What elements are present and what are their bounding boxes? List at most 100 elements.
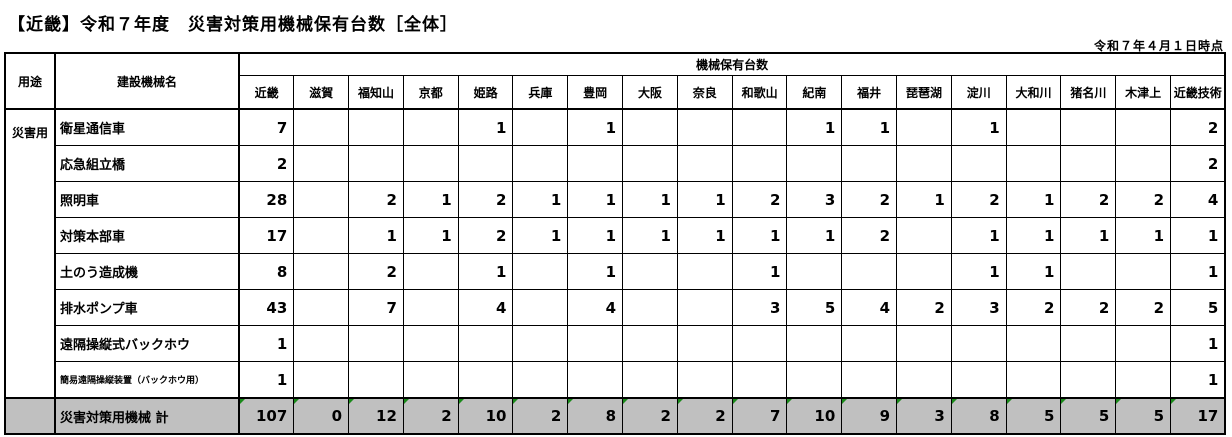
count-cell: 1	[731, 253, 788, 290]
count-cell: 2	[1060, 181, 1117, 218]
header-office: 近畿技術	[1170, 75, 1226, 110]
count-cell	[567, 145, 624, 182]
header-office: 大和川	[1005, 75, 1062, 110]
count-cell: 1	[786, 217, 843, 254]
count-cell: 3	[786, 181, 843, 218]
count-cell: 2	[457, 217, 514, 254]
table-row: 排水ポンプ車 43 7 4 4 3 5 4 2 3 2 2 2 5	[5, 289, 1226, 326]
count-cell	[1060, 253, 1117, 290]
total-cell: 2	[622, 397, 678, 435]
count-cell: 1	[622, 217, 678, 254]
count-cell: 1	[348, 217, 404, 254]
table-row: 災害用 衛星通信車 7 1 1 1 1 1 2	[4, 108, 1226, 399]
table-row: 対策本部車 17 1 1 2 1 1 1 1 1 1 2 1 1 1 1 1	[5, 217, 1226, 254]
count-cell: 3	[731, 289, 788, 326]
table-row: 土のう造成機 8 2 1 1 1 1 1 1	[5, 253, 1226, 290]
count-cell: 7	[238, 108, 295, 146]
header-office: 紀南	[786, 75, 843, 110]
header-office: 豊岡	[567, 75, 624, 110]
total-cell: 17	[1170, 397, 1226, 435]
count-cell	[731, 325, 788, 362]
total-cell: 2	[676, 397, 733, 435]
count-cell: 2	[950, 181, 1007, 218]
count-cell: 1	[950, 253, 1007, 290]
count-cell	[402, 325, 459, 362]
total-label: 災害対策用機械 計	[54, 397, 240, 435]
count-cell: 1	[950, 108, 1007, 146]
header-office: 近畿	[238, 75, 295, 110]
count-cell	[293, 217, 350, 254]
count-cell: 1	[676, 217, 733, 254]
count-cell: 2	[238, 145, 295, 182]
count-cell: 2	[1170, 145, 1226, 182]
count-cell	[293, 181, 350, 218]
count-cell	[512, 361, 569, 399]
count-cell: 1	[1060, 217, 1117, 254]
header-office: 和歌山	[731, 75, 788, 110]
count-cell	[841, 361, 898, 399]
count-cell	[786, 361, 843, 399]
count-cell	[786, 145, 843, 182]
header-office: 兵庫	[512, 75, 569, 110]
machine-name: 照明車	[54, 181, 240, 218]
count-cell: 1	[841, 108, 898, 146]
total-cell: 2	[512, 397, 569, 435]
count-cell: 1	[1170, 217, 1226, 254]
count-cell: 2	[1115, 181, 1172, 218]
page-title: 【近畿】令和７年度 災害対策用機械保有台数［全体］	[8, 15, 458, 35]
count-cell	[293, 289, 350, 326]
count-cell	[1060, 145, 1117, 182]
count-cell	[512, 325, 569, 362]
machine-name: 対策本部車	[54, 217, 240, 254]
total-use-blank	[4, 397, 56, 435]
total-row: 災害対策用機械 計 107 0 12 2 10 2 8 2 2 7 10 9 3 8 5 5 5 17	[4, 397, 1226, 435]
count-cell	[786, 253, 843, 290]
count-cell	[786, 325, 843, 362]
count-cell	[1115, 325, 1172, 362]
count-cell: 2	[348, 253, 404, 290]
count-cell	[293, 145, 350, 182]
total-cell: 2	[402, 397, 459, 435]
count-cell: 1	[402, 217, 459, 254]
count-cell	[402, 108, 459, 146]
count-cell: 1	[1005, 181, 1062, 218]
count-cell: 2	[457, 181, 514, 218]
count-cell: 1	[567, 181, 624, 218]
total-cell: 9	[841, 397, 898, 435]
total-cell: 12	[348, 397, 404, 435]
count-cell: 1	[1005, 217, 1062, 254]
count-cell: 1	[512, 181, 569, 218]
count-cell	[1115, 253, 1172, 290]
count-cell	[950, 325, 1007, 362]
count-cell: 7	[348, 289, 404, 326]
count-cell	[841, 253, 898, 290]
count-cell: 2	[1115, 289, 1172, 326]
count-cell	[293, 325, 350, 362]
count-cell: 1	[676, 181, 733, 218]
count-cell	[348, 361, 404, 399]
count-cell: 1	[1170, 253, 1226, 290]
machinery-table: 用途 建設機械名 機械保有台数 近畿 滋賀 福知山 京都 姫路 兵庫 豊岡 大阪 奈良 和歌山 紀南…	[4, 52, 1227, 435]
count-cell: 1	[731, 217, 788, 254]
count-cell: 1	[512, 217, 569, 254]
header-office: 福知山	[348, 75, 404, 110]
count-cell	[402, 289, 459, 326]
machine-name: 排水ポンプ車	[54, 289, 240, 326]
count-cell	[896, 108, 952, 146]
count-cell: 2	[896, 289, 952, 326]
count-cell: 1	[567, 253, 624, 290]
count-cell: 1	[567, 217, 624, 254]
header-office: 姫路	[457, 75, 514, 110]
count-cell	[1005, 361, 1062, 399]
table-row: 応急組立橋 2 2	[5, 145, 1226, 182]
header-office: 琵琶湖	[896, 75, 952, 110]
count-cell	[896, 253, 952, 290]
count-cell: 5	[1170, 289, 1226, 326]
total-cell: 7	[731, 397, 788, 435]
as-of-date: 令和７年４月１日時点	[1093, 39, 1224, 53]
count-cell	[457, 325, 514, 362]
count-cell	[293, 361, 350, 399]
count-cell	[1115, 108, 1172, 146]
count-cell	[402, 145, 459, 182]
count-cell	[622, 108, 678, 146]
